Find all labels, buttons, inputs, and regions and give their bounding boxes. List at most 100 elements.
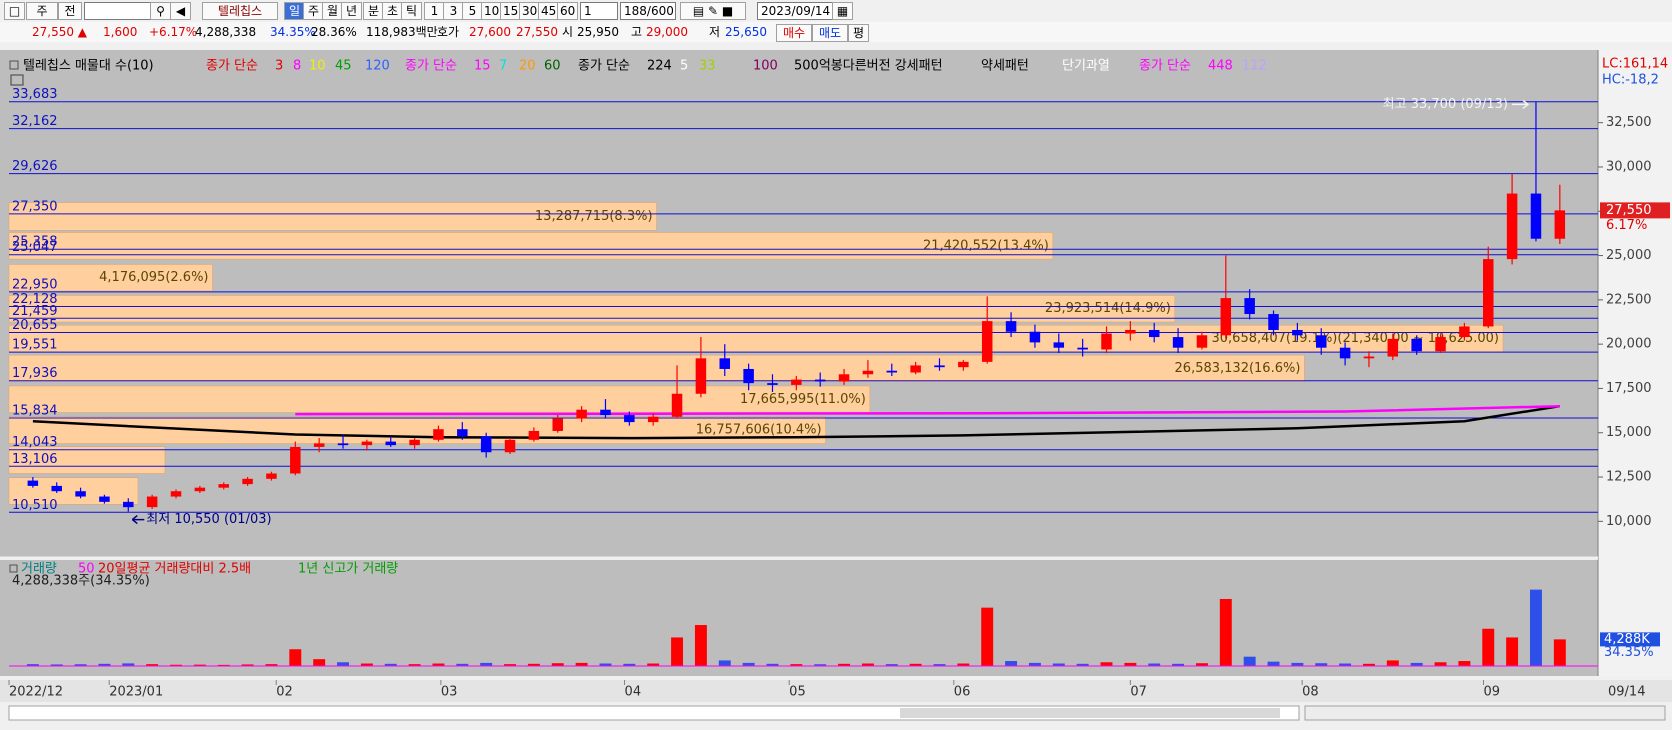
level-label: 15,834 — [12, 403, 58, 418]
volume-bar — [1410, 662, 1423, 666]
interval-btn[interactable]: 30 — [519, 2, 541, 20]
volume-bar — [599, 663, 612, 666]
volume-bar — [1315, 663, 1328, 666]
candle-body — [886, 370, 898, 373]
period-btn[interactable]: 일 — [284, 2, 305, 20]
level-label: 33,683 — [12, 87, 58, 102]
period-btn[interactable]: 년 — [341, 2, 362, 20]
interval-btn[interactable]: 1 — [424, 2, 445, 20]
stock-name[interactable]: 텔레칩스 — [202, 2, 278, 20]
quote-label: 호가 — [437, 25, 460, 39]
candle-body — [791, 379, 802, 385]
volume-bar — [790, 664, 803, 666]
volume-bar — [623, 663, 636, 666]
legend-entry: 7 — [499, 59, 507, 74]
level-label: 25,047 — [12, 240, 58, 255]
candle-body — [170, 491, 182, 497]
date-input[interactable]: 2023/09/14 — [757, 2, 835, 20]
y-tick-label: 25,000 — [1606, 248, 1652, 263]
candle-body — [1363, 356, 1375, 359]
volume-bar — [122, 663, 135, 666]
bid: 27,550 — [516, 25, 558, 39]
interval-input[interactable]: 1 — [580, 2, 618, 20]
legend-entry: 종가 단순 — [578, 59, 630, 74]
scroll-thumb[interactable] — [900, 708, 1280, 718]
volume-bar — [742, 662, 755, 666]
tool-icons[interactable]: ▤ ✎ ■ — [680, 2, 746, 20]
interval-btn[interactable]: 60 — [557, 2, 579, 20]
candle-body — [361, 441, 373, 446]
scroll-controls[interactable] — [1304, 705, 1666, 721]
code-input[interactable]: 054450 — [84, 2, 152, 20]
search-btn[interactable]: ⚲ — [150, 2, 171, 20]
period-btn[interactable]: 틱 — [401, 2, 422, 20]
toolbar-top: □ 주 전 054450 ⚲ ◀ 텔레칩스 일 주 월 년 분 초 틱 1 3 … — [0, 0, 1672, 20]
price-tag — [1600, 202, 1670, 219]
candle-body — [290, 446, 301, 474]
period-btn[interactable]: 월 — [322, 2, 343, 20]
quote-bar: 27,550 ▲ 1,600 +6.17% 4,288,338 34.35% 2… — [0, 22, 1672, 42]
volume-bar — [1339, 663, 1352, 666]
y-tick-label: 17,500 — [1606, 381, 1652, 396]
open: 25,950 — [577, 25, 619, 39]
legend-entry: 224 — [647, 59, 672, 74]
candle-body — [743, 368, 754, 384]
interval-btn[interactable]: 3 — [443, 2, 464, 20]
volume-bar — [337, 662, 349, 666]
calendar-btn[interactable]: ▦ — [832, 2, 853, 20]
legend-entry: 종가 단순 — [1139, 59, 1191, 74]
candle-body — [695, 358, 707, 394]
legend-entry: 448 — [1208, 59, 1233, 74]
scope-select[interactable]: 전 — [58, 2, 82, 20]
avg-btn[interactable]: 평 — [848, 24, 869, 42]
volume-bar — [838, 663, 851, 666]
interval-btn[interactable]: 15 — [500, 2, 522, 20]
legend-entry: 종가 단순 — [206, 59, 258, 74]
candle-body — [1554, 210, 1566, 239]
volume-profile-label: 21,420,552(13.4%) — [923, 238, 1049, 253]
sound-btn[interactable]: ◀ — [170, 2, 191, 20]
arrow — [1511, 99, 1530, 109]
level-label: 19,551 — [12, 338, 58, 353]
candle-body — [647, 416, 659, 423]
candle-body — [576, 409, 587, 419]
ma-line — [295, 404, 1560, 416]
legend-entry: 60 — [544, 59, 561, 74]
volume-legend-entry: 50 — [78, 562, 95, 577]
legend-checkbox — [9, 60, 19, 70]
sell-btn[interactable]: 매도 — [812, 24, 848, 42]
volume-profile-label: 13,287,715(8.3%) — [535, 209, 653, 224]
count-input[interactable]: 188/600 — [620, 2, 676, 20]
candle-body — [1315, 335, 1327, 348]
ratio: 28.36% — [311, 25, 357, 39]
volume: 4,288,338 — [195, 25, 257, 39]
volume-bar — [527, 663, 540, 666]
volume-bar — [480, 662, 493, 666]
volume-bar — [1052, 663, 1065, 666]
y-tick-label: 20,000 — [1606, 337, 1652, 352]
candle-body — [504, 439, 516, 453]
volume-profile-label: 4,176,095(2.6%) — [99, 270, 208, 285]
volume-bar — [456, 663, 469, 666]
interval-btn[interactable]: 5 — [462, 2, 483, 20]
period-btn[interactable]: 주 — [303, 2, 324, 20]
date-strip — [0, 680, 1672, 702]
period-btn[interactable]: 분 — [363, 2, 384, 20]
volume-bar — [885, 664, 898, 666]
volume-bar — [408, 664, 421, 666]
volume-bar — [1267, 661, 1280, 666]
period-btn[interactable]: 초 — [382, 2, 403, 20]
market-select[interactable]: 주 — [26, 2, 58, 20]
window-icon[interactable]: □ — [4, 2, 25, 20]
buy-btn[interactable]: 매수 — [776, 24, 812, 42]
candle-body — [433, 429, 444, 440]
volume-tag — [1600, 632, 1660, 647]
volume-bar — [957, 663, 970, 666]
candle-body — [624, 415, 635, 423]
x-tick-label: 07 — [1130, 685, 1147, 700]
volume-bar — [1362, 663, 1375, 666]
volume-bar — [1148, 663, 1161, 666]
interval-btn[interactable]: 45 — [538, 2, 560, 20]
volume-bar — [1386, 660, 1399, 666]
